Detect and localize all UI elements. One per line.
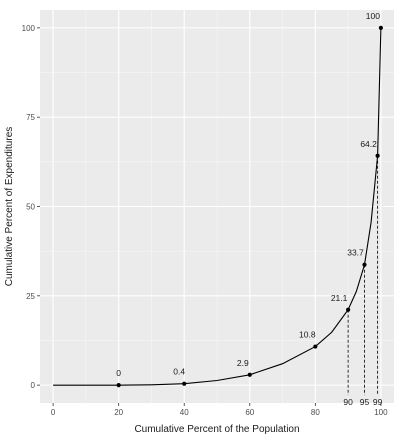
data-label: 64.2: [360, 139, 377, 149]
x-tick-label: 40: [180, 408, 189, 417]
data-point: [346, 307, 351, 312]
y-axis-ticks: 0 25 50 75 100: [22, 24, 40, 390]
data-point: [375, 153, 380, 158]
x-axis-title: Cumulative Percent of the Population: [134, 424, 299, 435]
data-label: 21.1: [331, 293, 348, 303]
x-tick-label: 100: [374, 408, 388, 417]
data-point: [313, 344, 318, 349]
x-tick-label: 20: [114, 408, 123, 417]
data-point: [247, 372, 252, 377]
dropline-label: 90: [343, 397, 353, 407]
y-axis-title: Cumulative Percent of Expenditures: [4, 127, 15, 287]
y-tick-label: 75: [26, 113, 35, 122]
series-line: [53, 27, 382, 386]
y-tick-label: 50: [26, 203, 35, 212]
data-label: 0.4: [173, 367, 185, 377]
x-tick-label: 80: [311, 408, 320, 417]
data-point: [116, 383, 121, 388]
data-label: 33.7: [347, 248, 364, 258]
droplines: [347, 155, 379, 396]
data-point: [362, 262, 367, 267]
data-point: [378, 25, 383, 30]
dropline-labels: 90 95 99: [343, 397, 382, 407]
dropline-label: 95: [360, 397, 370, 407]
dropline-label: 99: [373, 397, 383, 407]
y-tick-label: 0: [31, 381, 36, 390]
data-label: 100: [366, 11, 380, 21]
data-point: [182, 381, 187, 386]
x-tick-label: 0: [51, 408, 56, 417]
data-label: 10.8: [299, 330, 316, 340]
y-tick-label: 100: [22, 24, 36, 33]
data-points: [116, 25, 383, 388]
x-tick-label: 60: [245, 408, 254, 417]
data-label: 0: [116, 368, 121, 378]
y-tick-label: 25: [26, 292, 35, 301]
data-label: 2.9: [237, 358, 249, 368]
x-axis-ticks: 0 20 40 60 80 100: [51, 403, 388, 417]
data-labels: 0 0.4 2.9 10.8 21.1 33.7 64.2 100: [116, 11, 380, 378]
